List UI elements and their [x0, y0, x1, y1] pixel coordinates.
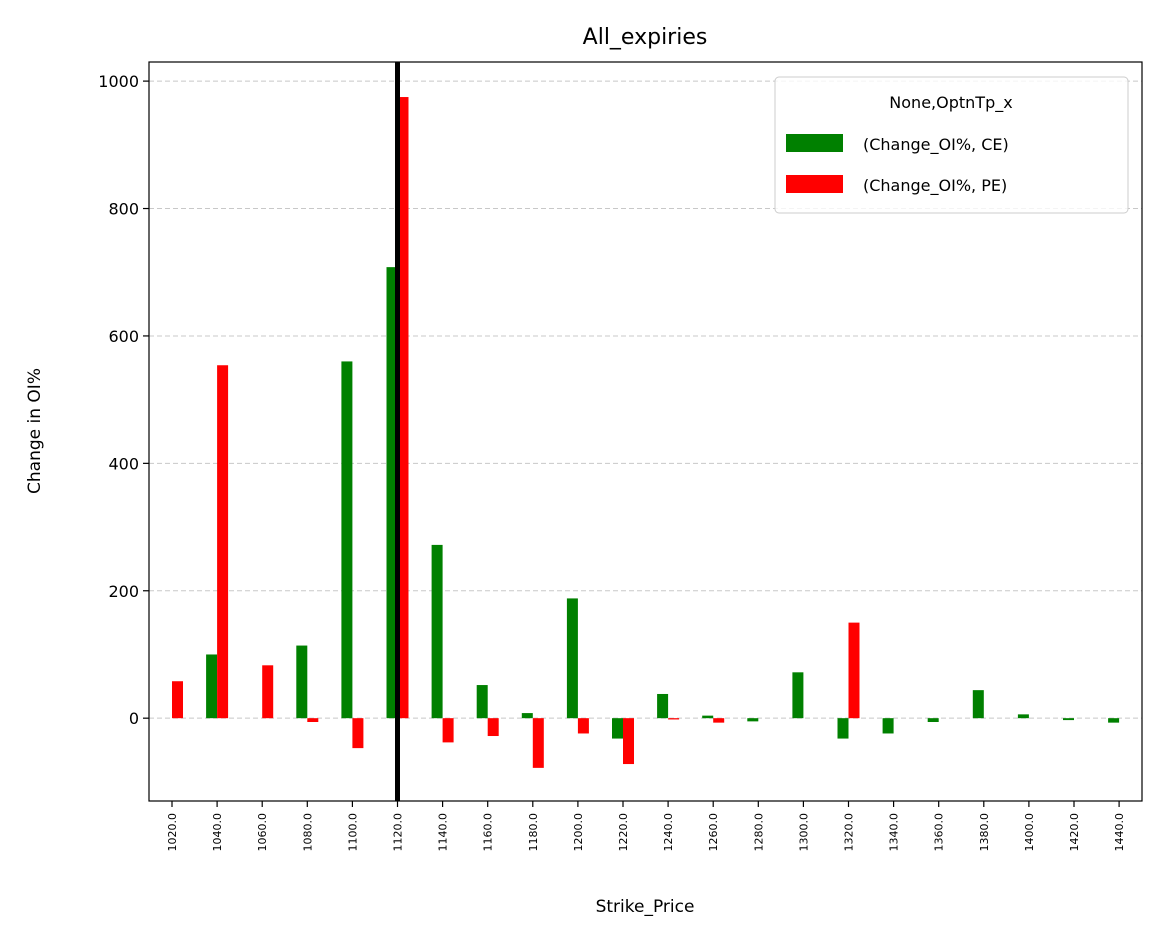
- legend-title: None,OptnTp_x: [889, 93, 1012, 113]
- x-tick-label: 1260.0: [707, 813, 720, 852]
- x-tick-label: 1440.0: [1113, 813, 1126, 852]
- bar-pe-1260.0: [713, 718, 725, 723]
- x-tick-label: 1240.0: [662, 813, 675, 852]
- x-tick-label: 1180.0: [527, 813, 540, 852]
- bar-ce-1180.0: [521, 713, 533, 719]
- y-tick-label: 600: [108, 327, 139, 346]
- x-tick-label: 1340.0: [888, 813, 901, 852]
- legend: None,OptnTp_x (Change_OI%, CE) (Change_O…: [774, 76, 1129, 214]
- x-tick-label: 1360.0: [933, 813, 946, 852]
- y-tick-label: 400: [108, 454, 139, 473]
- bar-ce-1240.0: [657, 693, 669, 719]
- bar-ce-1320.0: [837, 718, 849, 739]
- bars: [172, 97, 1120, 768]
- bar-pe-1040.0: [217, 365, 229, 719]
- x-tick-label: 1300.0: [797, 813, 810, 852]
- bar-ce-1360.0: [927, 718, 939, 723]
- x-tick-label: 1020.0: [166, 813, 179, 852]
- bar-ce-1420.0: [1063, 718, 1074, 721]
- bar-ce-1340.0: [882, 718, 894, 734]
- bar-pe-1220.0: [623, 718, 634, 765]
- y-tick-label: 0: [129, 709, 139, 728]
- bar-pe-1060.0: [262, 665, 274, 719]
- bar-ce-1040.0: [206, 654, 218, 719]
- bar-ce-1080.0: [296, 645, 308, 719]
- y-tick-label: 800: [108, 200, 139, 219]
- x-tick-label: 1420.0: [1068, 813, 1081, 852]
- bar-ce-1160.0: [476, 685, 488, 719]
- bar-ce-1220.0: [612, 718, 623, 739]
- chart-title: All_expiries: [583, 25, 708, 50]
- x-tick-label: 1120.0: [392, 813, 405, 852]
- x-tick-label: 1100.0: [346, 813, 359, 852]
- legend-label-ce: (Change_OI%, CE): [863, 135, 1009, 155]
- bar-ce-1200.0: [566, 598, 578, 719]
- x-tick-label: 1040.0: [211, 813, 224, 852]
- bar-pe-1320.0: [848, 622, 860, 719]
- bar-ce-1100.0: [341, 361, 353, 719]
- bar-pe-1100.0: [352, 718, 364, 749]
- bar-pe-1240.0: [668, 718, 680, 720]
- x-tick-label: 1320.0: [843, 813, 856, 852]
- plot-frame: [148, 61, 1143, 802]
- x-tick-label: 1400.0: [1023, 813, 1036, 852]
- bar-ce-1300.0: [792, 672, 804, 719]
- bar-ce-1440.0: [1108, 718, 1120, 723]
- x-tick-label: 1140.0: [437, 813, 450, 852]
- x-tick-label: 1160.0: [482, 813, 495, 852]
- legend-box: [774, 76, 1129, 214]
- y-tick-label: 1000: [98, 72, 139, 91]
- bar-ce-1140.0: [431, 544, 443, 719]
- bar-ce-1120.0: [386, 267, 398, 719]
- legend-swatch-ce: [786, 134, 843, 152]
- bar-pe-1160.0: [487, 718, 499, 737]
- x-axis-label: Strike_Price: [596, 897, 695, 917]
- x-tick-label: 1200.0: [572, 813, 585, 852]
- bar-ce-1380.0: [972, 690, 984, 719]
- bar-ce-1400.0: [1017, 714, 1029, 719]
- y-tick-label: 200: [108, 582, 139, 601]
- x-axis: 1020.0 1040.0 1060.0 1080.0 1100.0 1120.0 1140…: [166, 801, 1126, 852]
- legend-swatch-pe: [786, 175, 843, 193]
- bar-ce-1260.0: [702, 715, 714, 719]
- bar-pe-1180.0: [532, 718, 544, 768]
- x-tick-label: 1220.0: [617, 813, 630, 852]
- x-tick-label: 1060.0: [256, 813, 269, 852]
- x-tick-label: 1380.0: [978, 813, 991, 852]
- bar-pe-1120.0: [397, 97, 409, 719]
- bar-pe-1200.0: [577, 718, 589, 734]
- bar-pe-1020.0: [172, 681, 183, 719]
- x-tick-label: 1280.0: [752, 813, 765, 852]
- bar-pe-1140.0: [442, 718, 454, 743]
- x-tick-label: 1080.0: [301, 813, 314, 852]
- bar-ce-1280.0: [747, 718, 759, 722]
- y-axis-label: Change in OI%: [25, 368, 45, 494]
- bar-pe-1080.0: [307, 718, 319, 723]
- legend-label-pe: (Change_OI%, PE): [863, 176, 1007, 196]
- y-axis: 0 200 400 600 800 1000: [98, 72, 149, 728]
